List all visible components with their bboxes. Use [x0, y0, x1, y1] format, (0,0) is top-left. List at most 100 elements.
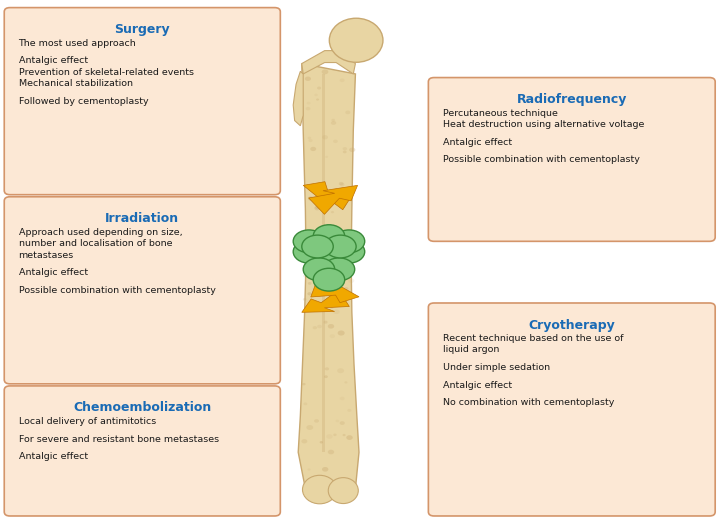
Text: liquid argon: liquid argon — [443, 345, 499, 354]
Polygon shape — [298, 64, 359, 502]
Text: Local delivery of antimitotics: Local delivery of antimitotics — [19, 417, 156, 426]
Text: For severe and resistant bone metastases: For severe and resistant bone metastases — [19, 435, 219, 443]
Circle shape — [342, 151, 347, 153]
Text: number and localisation of bone: number and localisation of bone — [19, 239, 172, 248]
Circle shape — [340, 421, 345, 425]
Text: Antalgic effect: Antalgic effect — [443, 381, 512, 390]
Circle shape — [332, 250, 337, 253]
Text: Prevention of skeletal-related events: Prevention of skeletal-related events — [19, 68, 194, 77]
Circle shape — [307, 137, 311, 139]
Text: Antalgic effect: Antalgic effect — [19, 452, 88, 461]
Circle shape — [302, 383, 306, 386]
Circle shape — [308, 282, 312, 285]
Text: Possible combination with cementoplasty: Possible combination with cementoplasty — [443, 155, 640, 164]
Circle shape — [320, 196, 325, 199]
Circle shape — [304, 402, 307, 405]
Circle shape — [307, 269, 312, 273]
Circle shape — [307, 468, 311, 470]
Circle shape — [340, 183, 345, 187]
Circle shape — [324, 320, 327, 324]
Circle shape — [347, 190, 350, 193]
Circle shape — [309, 250, 312, 253]
Circle shape — [302, 439, 307, 443]
Circle shape — [325, 156, 328, 158]
Ellipse shape — [328, 478, 358, 503]
Circle shape — [342, 147, 347, 151]
Circle shape — [344, 287, 348, 290]
Text: Chemoembolization: Chemoembolization — [73, 402, 211, 415]
Circle shape — [349, 147, 355, 152]
Text: Percutaneous technique: Percutaneous technique — [443, 109, 558, 118]
Circle shape — [340, 204, 345, 208]
Polygon shape — [302, 290, 350, 312]
Text: Irradiation: Irradiation — [106, 212, 180, 225]
Circle shape — [339, 296, 345, 301]
Circle shape — [320, 441, 323, 443]
Circle shape — [328, 450, 334, 454]
Circle shape — [308, 196, 314, 201]
Circle shape — [317, 240, 320, 242]
Polygon shape — [302, 242, 349, 262]
Circle shape — [322, 467, 328, 472]
Circle shape — [325, 367, 329, 370]
Circle shape — [303, 234, 309, 238]
Circle shape — [316, 98, 319, 101]
Circle shape — [337, 368, 344, 373]
FancyBboxPatch shape — [4, 8, 280, 195]
Circle shape — [339, 182, 343, 185]
Circle shape — [332, 119, 335, 121]
Text: Cryotherapy: Cryotherapy — [528, 318, 615, 331]
Ellipse shape — [330, 18, 383, 63]
Circle shape — [333, 230, 365, 253]
Circle shape — [330, 334, 335, 338]
Circle shape — [325, 244, 328, 246]
Circle shape — [307, 425, 313, 430]
Circle shape — [333, 140, 338, 143]
Circle shape — [316, 269, 322, 274]
Circle shape — [303, 275, 307, 278]
Circle shape — [326, 434, 332, 439]
Circle shape — [322, 135, 328, 140]
Text: Heat destruction using alternative voltage: Heat destruction using alternative volta… — [443, 120, 644, 129]
Circle shape — [312, 326, 317, 329]
Circle shape — [335, 419, 339, 423]
Circle shape — [293, 230, 325, 253]
Circle shape — [314, 94, 318, 96]
Text: Approach used depending on size,: Approach used depending on size, — [19, 228, 182, 237]
Circle shape — [313, 268, 345, 291]
Circle shape — [348, 278, 354, 283]
Circle shape — [307, 102, 310, 105]
Circle shape — [303, 298, 307, 301]
Circle shape — [317, 86, 321, 90]
Circle shape — [307, 292, 312, 295]
Circle shape — [315, 205, 320, 209]
Circle shape — [340, 79, 345, 82]
Text: Recent technique based on the use of: Recent technique based on the use of — [443, 334, 623, 343]
Circle shape — [313, 225, 345, 247]
Circle shape — [293, 240, 325, 263]
Polygon shape — [311, 279, 359, 303]
Text: Antalgic effect: Antalgic effect — [19, 268, 88, 277]
FancyBboxPatch shape — [429, 78, 715, 241]
Circle shape — [324, 375, 328, 378]
Circle shape — [310, 147, 316, 151]
Circle shape — [333, 433, 337, 436]
Text: Antalgic effect: Antalgic effect — [443, 138, 512, 147]
Circle shape — [314, 206, 320, 210]
Circle shape — [303, 258, 335, 281]
Circle shape — [330, 307, 333, 309]
Circle shape — [345, 110, 350, 114]
Text: The most used approach: The most used approach — [19, 39, 136, 48]
Circle shape — [314, 419, 319, 423]
Circle shape — [323, 258, 355, 281]
FancyBboxPatch shape — [4, 197, 280, 384]
Circle shape — [313, 246, 345, 269]
Circle shape — [331, 211, 334, 213]
Circle shape — [340, 206, 344, 209]
Polygon shape — [309, 185, 358, 214]
Circle shape — [334, 283, 340, 287]
Circle shape — [348, 409, 351, 412]
FancyBboxPatch shape — [4, 386, 280, 516]
Text: No combination with cementoplasty: No combination with cementoplasty — [443, 399, 614, 407]
Circle shape — [346, 435, 353, 440]
